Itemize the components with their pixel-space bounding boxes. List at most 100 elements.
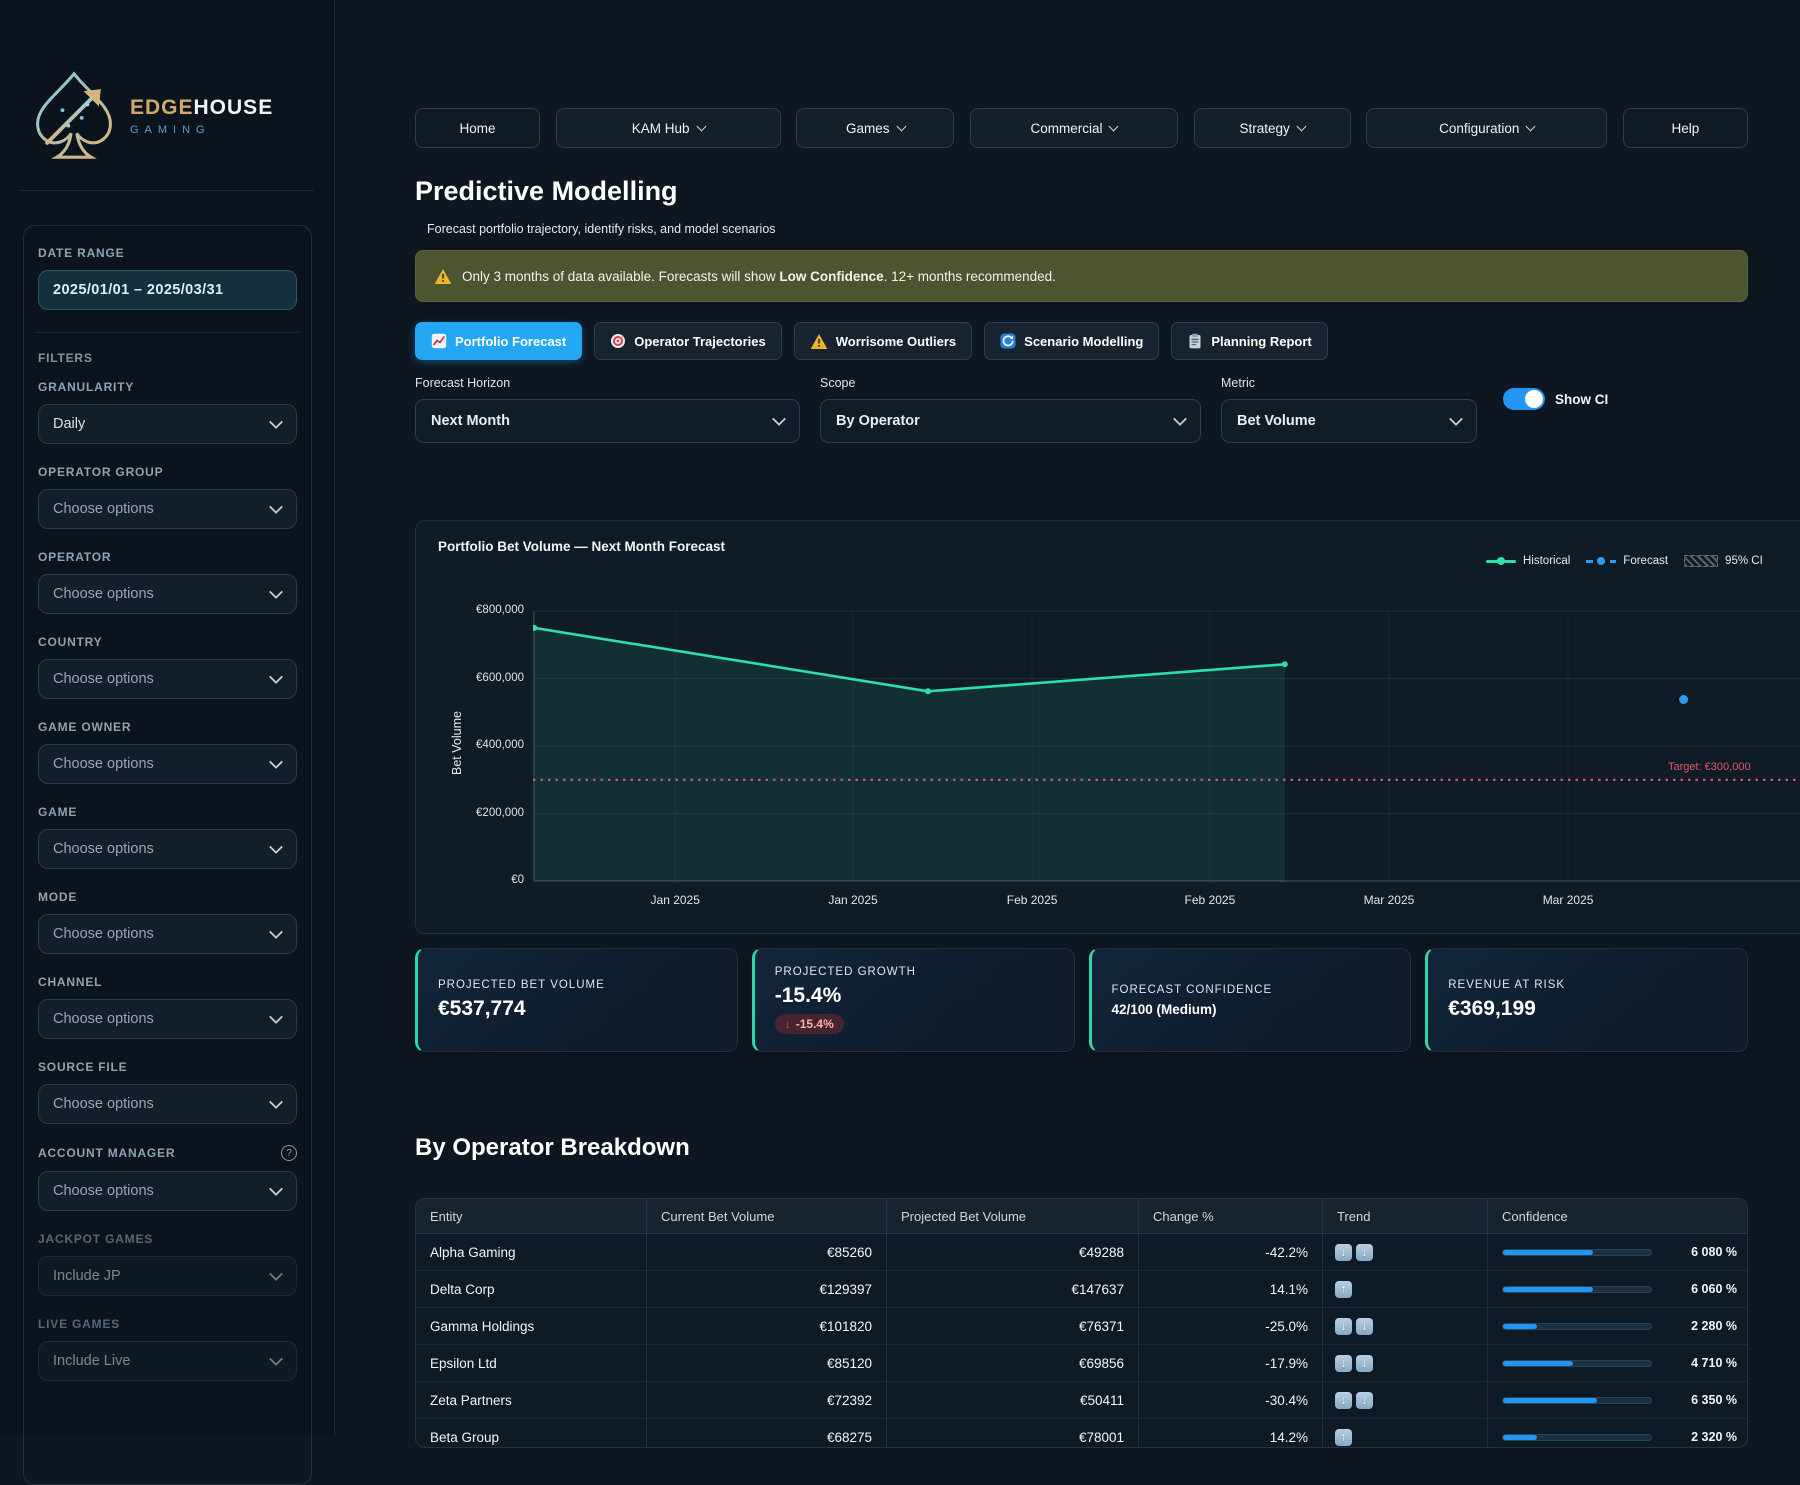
filter-label: ACCOUNT MANAGER	[38, 1146, 175, 1160]
confidence-bar-fill	[1503, 1361, 1573, 1366]
date-range-value: 2025/01/01 – 2025/03/31	[53, 282, 223, 298]
filter-select-channel[interactable]: Choose options	[38, 999, 297, 1039]
kpi-value: €537,774	[438, 997, 717, 1021]
tab-label: Worrisome Outliers	[836, 334, 956, 349]
filter-select-source-file[interactable]: Choose options	[38, 1084, 297, 1124]
trend-cell: ↑	[1322, 1271, 1487, 1307]
nav-home[interactable]: Home	[415, 108, 540, 148]
filter-select-game[interactable]: Choose options	[38, 829, 297, 869]
filter-label: GAME	[38, 805, 77, 819]
filter-label: SOURCE FILE	[38, 1060, 127, 1074]
legend-item-historical[interactable]: Historical	[1486, 555, 1570, 567]
filter-select-operator[interactable]: Choose options	[38, 574, 297, 614]
filter-block: MODE Choose options	[38, 890, 297, 954]
legend-label: 95% CI	[1725, 555, 1763, 567]
confidence-bar	[1502, 1249, 1652, 1256]
tab-planning-report[interactable]: Planning Report	[1171, 322, 1327, 360]
filter-select-jackpot-games[interactable]: Include JP	[38, 1256, 297, 1296]
chevron-down-icon	[269, 840, 283, 854]
help-icon[interactable]	[281, 1145, 297, 1161]
confidence-cell: 4 710 %	[1487, 1345, 1748, 1381]
filter-block: GAME Choose options	[38, 805, 297, 869]
view-tabs: Portfolio Forecast Operator Trajectories…	[415, 322, 1328, 360]
table-row: Alpha Gaming €85260 €49288 -42.2% ↓↓ 6 0…	[416, 1234, 1747, 1271]
filter-select-granularity[interactable]: Daily	[38, 404, 297, 444]
y-tick-label: €0	[438, 874, 524, 886]
nav-strategy[interactable]: Strategy	[1194, 108, 1351, 148]
chevron-down-icon	[269, 1095, 283, 1109]
confidence-bar	[1502, 1360, 1652, 1367]
entity-cell: Alpha Gaming	[416, 1234, 646, 1270]
current-bet-volume-cell: €72392	[646, 1382, 886, 1418]
table-row: Delta Corp €129397 €147637 14.1% ↑ 6 060…	[416, 1271, 1747, 1308]
filter-block: OPERATOR Choose options	[38, 550, 297, 614]
show-ci-control: Show CI	[1503, 388, 1608, 410]
nav-games[interactable]: Games	[796, 108, 954, 148]
chevron-down-icon	[269, 500, 283, 514]
projected-bet-volume-cell: €147637	[886, 1271, 1138, 1307]
horizon-select[interactable]: Next Month	[415, 399, 800, 443]
column-header-trend: Trend	[1322, 1199, 1487, 1233]
chart-title: Portfolio Bet Volume — Next Month Foreca…	[438, 539, 725, 554]
filter-select-value: Choose options	[53, 1096, 154, 1112]
nav-commercial[interactable]: Commercial	[970, 108, 1178, 148]
trend-down-icon: ↓	[1356, 1318, 1373, 1335]
target-line-label: Target: €300,000	[1668, 761, 1751, 773]
change-pct-cell: -42.2%	[1138, 1234, 1322, 1270]
legend-item-95-ci[interactable]: 95% CI	[1684, 555, 1763, 567]
tab-scenario-modelling[interactable]: Scenario Modelling	[984, 322, 1159, 360]
tab-worrisome-outliers[interactable]: Worrisome Outliers	[794, 322, 972, 360]
current-bet-volume-cell: €68275	[646, 1419, 886, 1448]
filter-select-country[interactable]: Choose options	[38, 659, 297, 699]
metric-select[interactable]: Bet Volume	[1221, 399, 1477, 443]
tab-label: Scenario Modelling	[1024, 334, 1143, 349]
scope-label: Scope	[820, 376, 1201, 390]
confidence-cell: 6 080 %	[1487, 1234, 1748, 1270]
filter-label: CHANNEL	[38, 975, 102, 989]
filter-block: LIVE GAMES Include Live	[38, 1317, 297, 1381]
filter-select-operator-group[interactable]: Choose options	[38, 489, 297, 529]
nav-help[interactable]: Help	[1623, 108, 1748, 148]
date-range-input[interactable]: 2025/01/01 – 2025/03/31	[38, 270, 297, 310]
warning-icon	[810, 333, 828, 350]
chevron-down-icon	[896, 122, 906, 132]
filter-select-game-owner[interactable]: Choose options	[38, 744, 297, 784]
tab-label: Operator Trajectories	[634, 334, 766, 349]
nav-configuration[interactable]: Configuration	[1366, 108, 1607, 148]
confidence-bar-fill	[1503, 1250, 1593, 1255]
clipboard-icon	[1187, 333, 1203, 349]
kpi-revenue-at-risk: REVENUE AT RISK €369,199	[1425, 948, 1748, 1052]
column-header-confidence: Confidence	[1487, 1199, 1748, 1233]
table-header-row: EntityCurrent Bet VolumeProjected Bet Vo…	[416, 1199, 1747, 1234]
show-ci-toggle[interactable]	[1503, 388, 1545, 410]
filter-block: OPERATOR GROUP Choose options	[38, 465, 297, 529]
filter-select-value: Choose options	[53, 671, 154, 687]
tab-portfolio-forecast[interactable]: Portfolio Forecast	[415, 322, 582, 360]
filter-select-value: Choose options	[53, 841, 154, 857]
filter-block: SOURCE FILE Choose options	[38, 1060, 297, 1124]
confidence-cell: 6 060 %	[1487, 1271, 1748, 1307]
legend-label: Forecast	[1623, 555, 1668, 567]
date-range-label: DATE RANGE	[38, 246, 297, 260]
kpi-projected-bet-volume: PROJECTED BET VOLUME €537,774	[415, 948, 738, 1052]
breakdown-title: By Operator Breakdown	[415, 1134, 690, 1162]
operator-breakdown-table: EntityCurrent Bet VolumeProjected Bet Vo…	[415, 1198, 1748, 1448]
chevron-down-icon	[1296, 122, 1306, 132]
y-tick-label: €800,000	[438, 604, 524, 616]
filter-select-account-manager[interactable]: Choose options	[38, 1171, 297, 1211]
filter-panel: DATE RANGE 2025/01/01 – 2025/03/31 FILTE…	[23, 225, 312, 1485]
filter-select-value: Choose options	[53, 1183, 154, 1199]
kpi-badge-text: -15.4%	[796, 1017, 834, 1031]
filter-select-mode[interactable]: Choose options	[38, 914, 297, 954]
tab-operator-trajectories[interactable]: Operator Trajectories	[594, 322, 782, 360]
filter-select-live-games[interactable]: Include Live	[38, 1341, 297, 1381]
confidence-bar	[1502, 1286, 1652, 1293]
filter-label: GAME OWNER	[38, 720, 131, 734]
scope-select[interactable]: By Operator	[820, 399, 1201, 443]
chevron-down-icon	[1109, 122, 1119, 132]
nav-kam-hub[interactable]: KAM Hub	[556, 108, 781, 148]
projected-bet-volume-cell: €50411	[886, 1382, 1138, 1418]
trend-up-icon: ↑	[1335, 1429, 1352, 1446]
entity-cell: Delta Corp	[416, 1271, 646, 1307]
legend-item-forecast[interactable]: Forecast	[1586, 555, 1668, 567]
